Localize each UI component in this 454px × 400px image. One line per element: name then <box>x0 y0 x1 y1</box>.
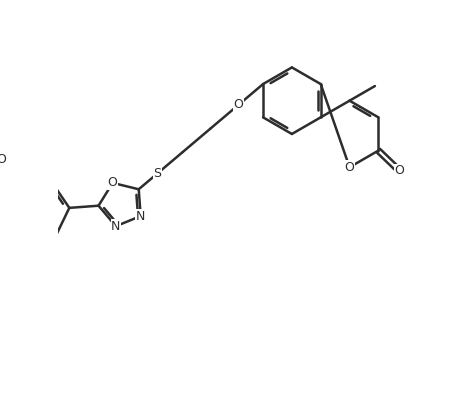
Text: O: O <box>108 176 118 189</box>
Text: O: O <box>233 98 243 111</box>
Text: S: S <box>153 167 162 180</box>
Text: N: N <box>111 220 121 233</box>
Text: O: O <box>345 161 355 174</box>
Text: O: O <box>0 153 6 166</box>
Text: O: O <box>395 164 405 178</box>
Text: N: N <box>136 210 145 222</box>
